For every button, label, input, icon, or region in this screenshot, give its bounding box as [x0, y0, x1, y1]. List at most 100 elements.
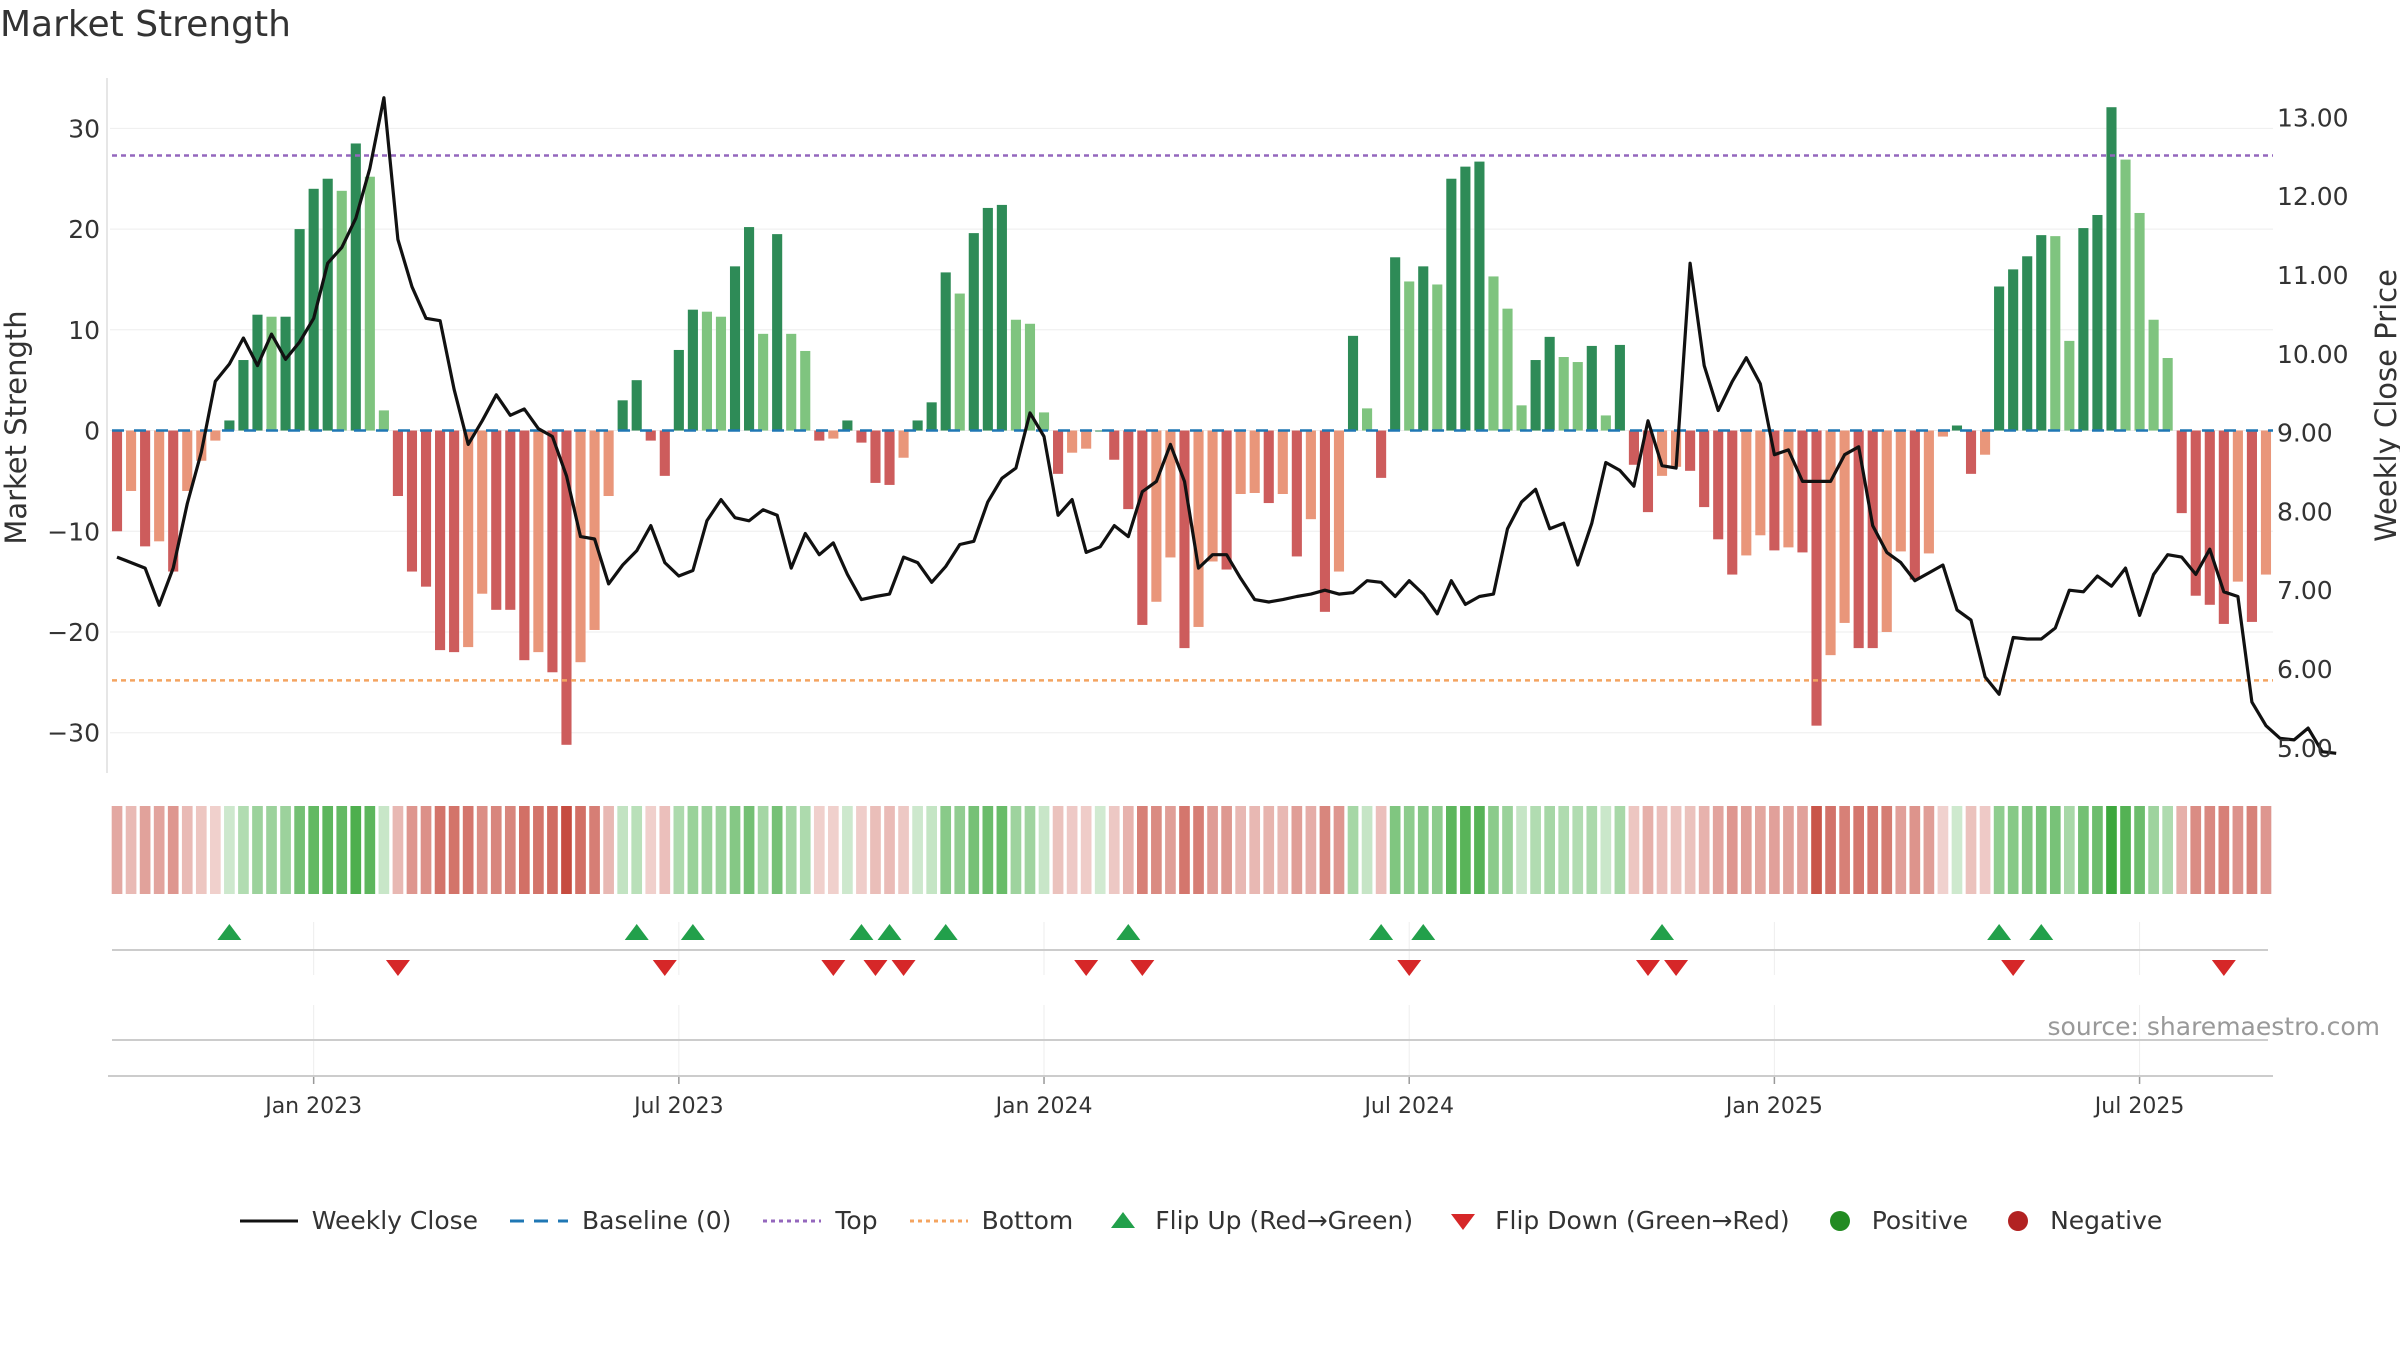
strength-bar: [2022, 256, 2033, 431]
heat-cell: [589, 806, 600, 894]
heat-cell: [898, 806, 909, 894]
strength-bar: [715, 316, 727, 431]
strength-bar: [280, 316, 291, 431]
heat-cell: [210, 806, 221, 894]
heat-cell: [1291, 806, 1303, 894]
heat-cell: [224, 806, 235, 894]
legend-label: Flip Down (Green→Red): [1495, 1206, 1790, 1235]
heat-cell: [603, 806, 614, 894]
y-tick-label: 10: [68, 316, 100, 345]
strength-bar: [617, 400, 628, 431]
strength-bar: [772, 234, 783, 431]
heat-cell: [1684, 806, 1696, 894]
strength-bar: [519, 430, 530, 661]
heat-cell: [392, 806, 404, 894]
flip-down-marker: [891, 960, 916, 976]
strength-bar: [1460, 166, 1471, 431]
y2-tick-label: 8.00: [2277, 497, 2333, 526]
heat-cell: [1024, 806, 1036, 894]
strength-bar: [154, 430, 165, 542]
flip-up-marker: [2029, 924, 2054, 940]
heat-cell: [1516, 806, 1527, 894]
strength-bar: [2232, 430, 2243, 582]
heat-cell: [2064, 806, 2075, 894]
heat-cell: [1431, 806, 1443, 894]
source-watermark: source: sharemaestro.com: [2047, 1012, 2381, 1041]
heat-cell: [1572, 806, 1584, 894]
heat-cell: [1558, 806, 1570, 894]
legend-label: Bottom: [981, 1206, 1074, 1235]
heat-cell: [1769, 806, 1780, 894]
strength-bar: [1642, 430, 1654, 513]
y-tick-label: 20: [68, 215, 100, 244]
heat-cell: [1937, 806, 1949, 894]
strength-bar: [758, 333, 769, 431]
strength-bar: [1362, 408, 1373, 431]
strength-bar: [2050, 236, 2061, 431]
heat-cell: [1502, 806, 1513, 894]
heat-cell: [1993, 806, 2005, 894]
legend-label: Weekly Close: [311, 1206, 479, 1235]
strength-bar: [406, 430, 418, 572]
strength-bar: [589, 430, 600, 630]
flip-up-marker: [680, 924, 705, 940]
strength-bar: [1727, 430, 1738, 575]
strength-bar: [814, 430, 825, 441]
legend-item-flip-down: Flip Down (Green→Red): [1443, 1206, 1790, 1235]
heat-cell: [1474, 806, 1485, 894]
heat-cell: [1726, 806, 1738, 894]
heat-cell: [1755, 806, 1766, 894]
heat-cell: [1867, 806, 1879, 894]
heat-cell: [1642, 806, 1654, 894]
strength-bar: [1053, 430, 1064, 474]
strength-bar: [1530, 360, 1541, 431]
strength-bar: [1165, 430, 1176, 558]
strength-bar: [1038, 412, 1050, 431]
x-tick-label: Jan 2025: [1724, 1094, 1823, 1119]
strength-bar: [477, 430, 488, 594]
y-tick-label: −10: [47, 517, 100, 546]
flip-down-marker: [2211, 960, 2236, 976]
heat-cell: [1038, 806, 1050, 894]
strength-bar: [912, 420, 923, 431]
strength-bar: [336, 190, 347, 431]
legend-dotted-icon: [763, 1219, 822, 1222]
strength-bar: [1825, 430, 1836, 656]
strength-bar: [1699, 430, 1710, 508]
flip-down-marker: [863, 960, 888, 976]
legend-item-flip-up: Flip Up (Red→Green): [1103, 1206, 1413, 1235]
heat-cell: [1179, 806, 1190, 894]
strength-bar: [1221, 430, 1232, 570]
flip-markers-panel: [112, 924, 2268, 976]
heat-cell: [153, 806, 165, 894]
strength-bar: [2036, 235, 2047, 431]
legend-dotted-icon: [909, 1219, 968, 1222]
strength-bar: [1277, 430, 1288, 494]
strength-bar: [1179, 430, 1190, 649]
heat-cell: [1446, 806, 1457, 894]
heat-cell: [2162, 806, 2173, 894]
heat-cell: [252, 806, 263, 894]
heat-cell: [1979, 806, 1991, 894]
legend-item-bottom: Bottom: [908, 1206, 1074, 1235]
flip-down-marker: [1664, 960, 1689, 976]
heat-cell: [2190, 806, 2202, 894]
strength-bar: [2246, 430, 2257, 622]
strength-bar: [1881, 430, 1892, 632]
strength-bar: [1151, 430, 1162, 602]
triangle-up-icon: [1111, 1211, 1136, 1228]
heat-cell: [420, 806, 432, 894]
weekly-close-series: [116, 96, 2337, 755]
y2-tick-label: 11.00: [2277, 261, 2349, 290]
heat-cell: [2021, 806, 2033, 894]
heat-cell: [1951, 806, 1963, 894]
heat-cell: [490, 806, 502, 894]
gridlines: [110, 127, 2273, 1075]
heat-cell: [434, 806, 446, 894]
heat-cell: [631, 806, 643, 894]
heat-cell: [2246, 806, 2258, 894]
strength-bar: [182, 430, 193, 491]
strength-bar: [2176, 430, 2187, 514]
y2-tick-label: 6.00: [2277, 655, 2333, 684]
strength-bar: [968, 233, 979, 431]
